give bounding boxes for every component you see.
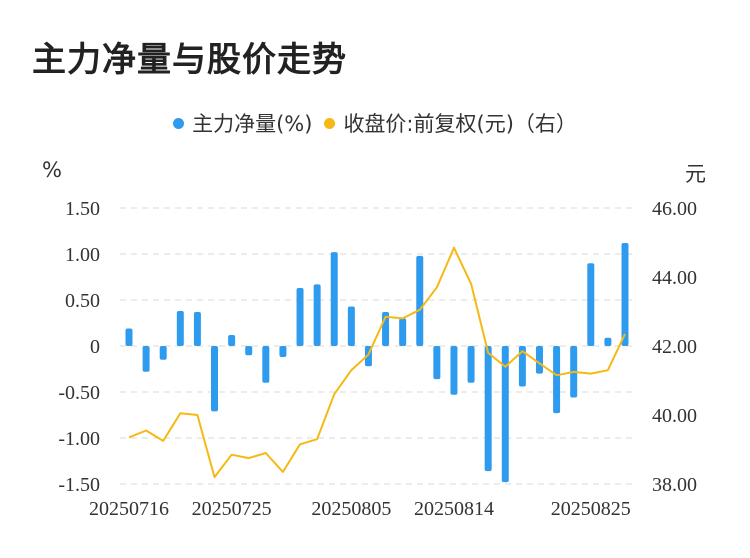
- right-tick-label: 40.00: [652, 405, 697, 427]
- x-tick-label: 20250725: [192, 498, 272, 520]
- x-tick-label: 20250825: [551, 498, 631, 520]
- right-tick-label: 46.00: [652, 198, 697, 220]
- bar: [621, 242, 629, 346]
- bar: [313, 284, 321, 346]
- bar: [433, 346, 441, 380]
- bar: [211, 346, 219, 412]
- bar: [330, 252, 338, 346]
- bar: [142, 346, 150, 372]
- bar: [467, 346, 475, 383]
- bar: [193, 311, 201, 346]
- legend-item-close-price[interactable]: 收盘价:前复权(元)（右）: [324, 108, 577, 138]
- bar: [125, 328, 133, 346]
- legend: 主力净量(%) 收盘价:前复权(元)（右）: [0, 108, 750, 138]
- bar: [347, 306, 355, 346]
- left-tick-label: -1.00: [58, 428, 100, 450]
- x-tick-label: 20250814: [414, 498, 494, 520]
- bar: [416, 255, 424, 346]
- bar: [159, 346, 167, 360]
- left-axis-unit: %: [42, 158, 62, 182]
- bar: [535, 346, 543, 374]
- bar: [501, 346, 509, 483]
- left-tick-label: 1.00: [65, 244, 100, 266]
- left-tick-label: -0.50: [58, 382, 100, 404]
- bar: [262, 346, 270, 383]
- right-tick-label: 44.00: [652, 267, 697, 289]
- left-tick-label: 1.50: [65, 198, 100, 220]
- price-line: [128, 246, 626, 479]
- legend-item-net-volume[interactable]: 主力净量(%): [173, 108, 312, 138]
- legend-label-net-volume: 主力净量(%): [192, 112, 313, 136]
- right-axis-unit: 元: [685, 162, 706, 186]
- bar: [245, 346, 253, 356]
- right-tick-label: 42.00: [652, 336, 697, 358]
- left-tick-label: 0: [90, 336, 100, 358]
- bar: [604, 337, 612, 346]
- left-tick-label: -1.50: [58, 474, 100, 496]
- chart-title: 主力净量与股价走势: [32, 40, 347, 80]
- bar: [553, 346, 561, 414]
- bar: [587, 263, 595, 346]
- legend-dot-bar: [173, 117, 185, 129]
- bar: [279, 346, 287, 358]
- x-tick-label: 20250716: [89, 498, 169, 520]
- legend-label-close-price: 收盘价:前复权(元)（右）: [343, 112, 577, 136]
- bar: [450, 346, 458, 395]
- left-tick-label: 0.50: [65, 290, 100, 312]
- bar: [176, 311, 184, 346]
- x-tick-label: 20250805: [311, 498, 391, 520]
- bar: [399, 318, 407, 346]
- bar: [484, 346, 492, 472]
- legend-dot-line: [324, 117, 336, 129]
- bar: [296, 288, 304, 346]
- bar: [228, 334, 236, 346]
- right-tick-label: 38.00: [652, 474, 697, 496]
- bar: [518, 346, 526, 387]
